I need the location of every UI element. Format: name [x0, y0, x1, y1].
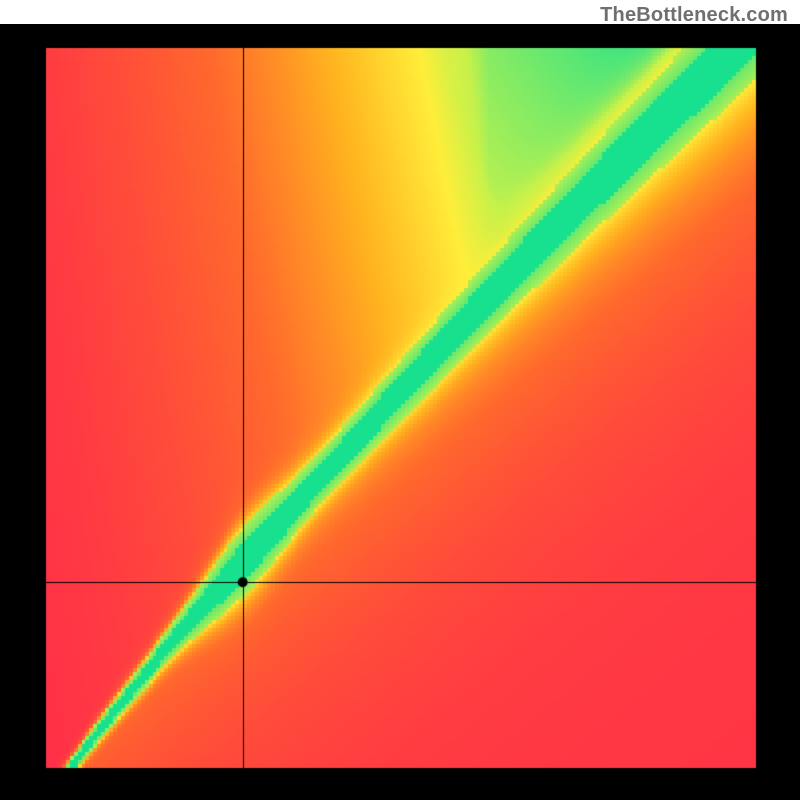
chart-container: [0, 24, 800, 800]
bottleneck-heatmap: [0, 24, 800, 800]
